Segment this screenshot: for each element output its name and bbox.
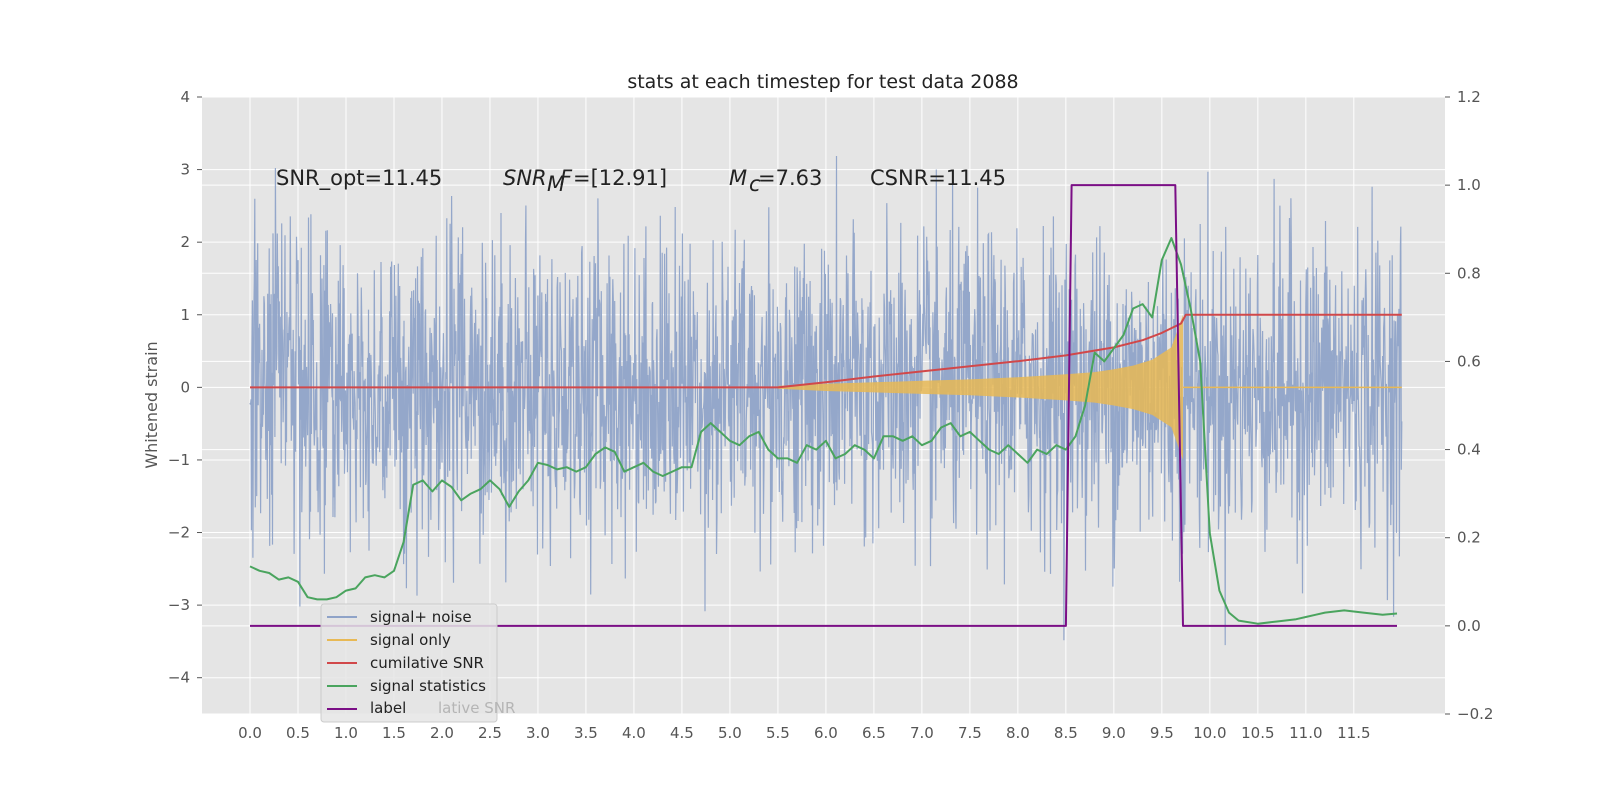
annotation-snr-mf-value: =[12.91] [573, 166, 667, 190]
y-tick-label: 1 [180, 306, 190, 324]
x-tick-label: 2.5 [478, 724, 502, 742]
x-tick-label: 8.5 [1054, 724, 1078, 742]
y-tick-label: 3 [180, 161, 190, 179]
legend-entry-signal-noise: signal+ noise [370, 608, 472, 626]
chart-title: stats at each timestep for test data 208… [627, 71, 1018, 93]
legend-ghost-text: lative SNR [438, 699, 515, 717]
series-lines [249, 184, 1402, 627]
x-tick-label: 4.5 [670, 724, 694, 742]
x-tick-label: 2.0 [430, 724, 454, 742]
annotation-csnr: CSNR=11.45 [870, 166, 1006, 190]
y-tick-label: −3 [168, 596, 190, 614]
annotation-mc-value: =7.63 [758, 166, 822, 190]
series-signal-only [777, 314, 1402, 460]
y-tick-label: −2 [168, 524, 190, 542]
x-tick-label: 1.0 [334, 724, 358, 742]
annotations: SNR_opt=11.45 SNR M F =[12.91] M c =7.63… [276, 166, 1006, 196]
legend-entry-signal-statistics: signal statistics [370, 677, 486, 695]
series-signal-statistics [249, 237, 1398, 625]
svg-text:M: M [729, 166, 747, 190]
x-tick-label: 9.5 [1150, 724, 1174, 742]
series-label [250, 184, 1397, 627]
y2-tick-label: −0.2 [1457, 705, 1493, 723]
x-tick-label: 11.0 [1289, 724, 1322, 742]
x-tick-label: 8.0 [1006, 724, 1030, 742]
x-tick-label: 0.5 [286, 724, 310, 742]
y2-tick-label: 0.4 [1457, 441, 1481, 459]
svg-text:M: M [547, 172, 565, 196]
svg-text:SNR: SNR [503, 166, 547, 190]
legend-entry-signal-only: signal only [370, 631, 451, 649]
y2-tick-label: 0.8 [1457, 264, 1481, 282]
svg-text:F: F [560, 166, 573, 190]
axis-ticks: 0.0 0.5 1.0 1.5 2.0 2.5 3.0 3.5 4.0 4.5 5.0 5.5 6.0 6… [168, 88, 1494, 742]
y2-tick-label: 0.2 [1457, 529, 1481, 547]
legend: lative SNR signal+ noise signal only cum… [320, 603, 515, 723]
x-tick-label: 6.0 [814, 724, 838, 742]
x-tick-label: 5.5 [766, 724, 790, 742]
legend-box [320, 603, 498, 723]
y-tick-label: −1 [168, 451, 190, 469]
x-tick-label: 4.0 [622, 724, 646, 742]
x-tick-label: 3.0 [526, 724, 550, 742]
y2-tick-label: 1.2 [1457, 88, 1481, 106]
svg-text:c: c [749, 172, 761, 196]
y-tick-label: 2 [180, 233, 190, 251]
x-tick-label: 11.5 [1337, 724, 1370, 742]
x-tick-label: 0.0 [238, 724, 262, 742]
x-tick-label: 7.5 [958, 724, 982, 742]
series-signal-noise [249, 155, 1403, 646]
annotation-snr-mf: SNR M F =[12.91] [503, 166, 667, 196]
y-tick-label: 0 [180, 378, 190, 396]
y2-tick-label: 0.6 [1457, 352, 1481, 370]
y2-tick-label: 1.0 [1457, 176, 1481, 194]
x-tick-label: 5.0 [718, 724, 742, 742]
y-axis-label: Whitened strain [142, 341, 161, 468]
x-tick-label: 3.5 [574, 724, 598, 742]
annotation-mc: M c =7.63 [729, 166, 822, 196]
y-tick-label: −4 [168, 669, 190, 687]
x-tick-label: 10.0 [1193, 724, 1226, 742]
annotation-snr-opt: SNR_opt=11.45 [276, 166, 442, 191]
y-tick-label: 4 [180, 88, 190, 106]
x-tick-label: 1.5 [382, 724, 406, 742]
noise-trace [249, 155, 1403, 646]
x-tick-label: 6.5 [862, 724, 886, 742]
legend-entry-label: label [370, 699, 406, 717]
x-tick-label: 7.0 [910, 724, 934, 742]
x-tick-label: 10.5 [1241, 724, 1274, 742]
signal-only-envelope [777, 314, 1183, 460]
data-layer [249, 155, 1403, 646]
grid-lines [202, 96, 1445, 715]
y2-tick-label: 0.0 [1457, 617, 1481, 635]
legend-entry-cumilative-snr: cumilative SNR [370, 654, 484, 672]
x-tick-label: 9.0 [1102, 724, 1126, 742]
